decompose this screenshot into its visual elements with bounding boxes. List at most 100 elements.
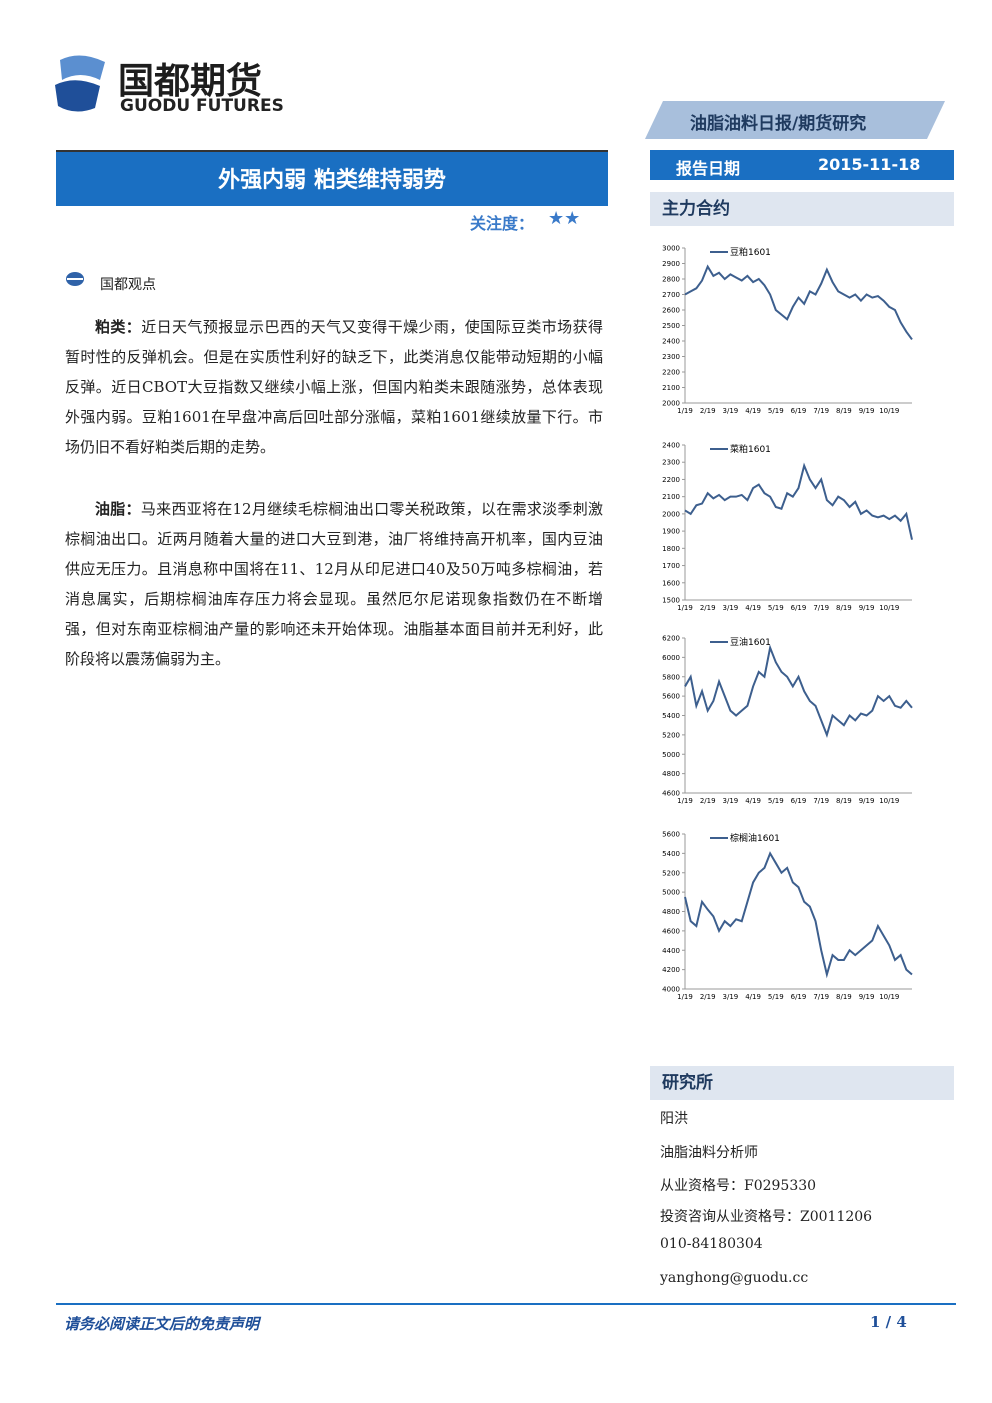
attention-label: 关注度：: [470, 214, 535, 233]
y-tick-label: 2300: [662, 353, 680, 361]
x-tick-label: 7/19: [813, 604, 829, 612]
y-tick-label: 5600: [662, 693, 680, 701]
contracts-title: 主力合约: [650, 192, 954, 226]
y-tick-label: 2500: [662, 322, 680, 330]
x-tick-label: 8/19: [836, 993, 852, 1001]
research-line: 投资咨询从业资格号：Z0011206: [660, 1209, 873, 1225]
line-series: [684, 264, 913, 341]
y-tick-label: 2600: [662, 307, 680, 315]
x-tick-label: 4/19: [745, 407, 761, 415]
x-tick-label: 10/19: [879, 604, 899, 612]
y-tick-label: 1500: [662, 597, 680, 605]
y-tick-label: 5200: [662, 731, 680, 739]
x-tick-label: 4/19: [745, 797, 761, 805]
line-chart: 2000 2100 2200 2300 2400 2500 2600 2700 2800 2900…: [662, 245, 913, 415]
y-tick-label: 2400: [662, 442, 680, 450]
title: 外强内弱 粕类维持弱势: [218, 167, 446, 193]
legend-label: 豆油1601: [730, 636, 771, 648]
y-tick-label: 2200: [662, 369, 680, 377]
x-tick-label: 6/19: [791, 993, 807, 1001]
y-tick-label: 5400: [662, 712, 680, 720]
y-tick-label: 5000: [662, 889, 680, 897]
x-tick-label: 5/19: [768, 407, 784, 415]
x-tick-label: 9/19: [859, 407, 875, 415]
y-tick-label: 2000: [662, 510, 680, 518]
category: 油脂油料日报/期货研究: [690, 114, 867, 134]
y-tick-label: 4800: [662, 908, 680, 916]
x-tick-label: 8/19: [836, 407, 852, 415]
x-tick-label: 6/19: [791, 797, 807, 805]
section-title: 国都观点: [100, 277, 156, 293]
date: 2015-11-18: [818, 155, 921, 174]
title-bar: [56, 150, 608, 206]
logo-cn: 国都期货: [118, 61, 263, 102]
line-series: [684, 462, 913, 540]
line-chart: 1500 1600 1700 1800 1900 2000 2100 2200 2300 2400…: [662, 442, 913, 612]
y-tick-label: 4000: [662, 986, 680, 994]
x-tick-label: 3/19: [723, 407, 739, 415]
x-tick-label: 1/19: [677, 993, 693, 1001]
y-tick-label: 6200: [662, 635, 680, 643]
date-label: 报告日期: [676, 159, 741, 178]
research-line: yanghong@guodu.cc: [660, 1270, 809, 1286]
x-tick-label: 5/19: [768, 993, 784, 1001]
y-tick-label: 5400: [662, 850, 680, 858]
y-tick-label: 1800: [662, 545, 680, 553]
y-tick-label: 5200: [662, 869, 680, 877]
y-tick-label: 4800: [662, 770, 680, 778]
x-tick-label: 7/19: [813, 797, 829, 805]
x-tick-label: 1/19: [677, 797, 693, 805]
y-tick-label: 5000: [662, 751, 680, 759]
y-tick-label: 2400: [662, 338, 680, 346]
y-tick-label: 2800: [662, 276, 680, 284]
legend-label: 菜粕1601: [730, 443, 771, 455]
legend-label: 豆粕1601: [730, 246, 771, 258]
page-number: 1 / 4: [870, 1313, 907, 1331]
y-tick-label: 1700: [662, 562, 680, 570]
date-bar: [650, 150, 954, 180]
line-chart: 4600 4800 5000 5200 5400 5600 5800 6000 6200 1/19…: [662, 635, 913, 805]
paragraph: 油脂：马来西亚将在12月继续毛棕榈油出口零关税政策，以在需求淡季刺激棕榈油出口。…: [65, 494, 603, 674]
research-line: 阳洪: [660, 1111, 688, 1127]
paragraph-text: 近日天气预报显示巴西的天气又变得干燥少雨，使国际豆类市场获得暂时性的反弹机会。但…: [65, 318, 603, 456]
y-tick-label: 5600: [662, 831, 680, 839]
attention-stars: ★★: [548, 208, 581, 229]
x-tick-label: 1/19: [677, 407, 693, 415]
section-icon: [66, 272, 84, 286]
x-tick-label: 5/19: [768, 604, 784, 612]
paragraph: 粕类：近日天气预报显示巴西的天气又变得干燥少雨，使国际豆类市场获得暂时性的反弹机…: [65, 312, 603, 462]
x-tick-label: 2/19: [700, 604, 716, 612]
research-title: 研究所: [650, 1066, 954, 1100]
x-tick-label: 3/19: [723, 993, 739, 1001]
y-tick-label: 2100: [662, 384, 680, 392]
x-tick-label: 8/19: [836, 604, 852, 612]
x-tick-label: 8/19: [836, 797, 852, 805]
line-series: [684, 851, 913, 979]
x-tick-label: 9/19: [859, 993, 875, 1001]
research-line: 从业资格号：F0295330: [660, 1178, 817, 1194]
paragraph-label: 粕类：: [95, 318, 142, 336]
x-tick-label: 5/19: [768, 797, 784, 805]
x-tick-label: 10/19: [879, 797, 899, 805]
x-tick-label: 3/19: [723, 604, 739, 612]
y-tick-label: 6000: [662, 654, 680, 662]
y-tick-label: 2100: [662, 493, 680, 501]
y-tick-label: 5800: [662, 673, 680, 681]
y-tick-label: 2300: [662, 459, 680, 467]
x-tick-label: 1/19: [677, 604, 693, 612]
y-tick-label: 4600: [662, 927, 680, 935]
footer-rule: [56, 1303, 956, 1305]
y-tick-label: 4600: [662, 790, 680, 798]
x-tick-label: 2/19: [700, 407, 716, 415]
paragraph-label: 油脂：: [95, 500, 141, 518]
x-tick-label: 10/19: [879, 993, 899, 1001]
research-line: 油脂油料分析师: [660, 1145, 758, 1161]
x-tick-label: 7/19: [813, 993, 829, 1001]
x-tick-label: 9/19: [859, 797, 875, 805]
y-tick-label: 2900: [662, 260, 680, 268]
x-tick-label: 6/19: [791, 407, 807, 415]
y-tick-label: 1600: [662, 579, 680, 587]
category-banner: [645, 101, 945, 139]
x-tick-label: 4/19: [745, 604, 761, 612]
